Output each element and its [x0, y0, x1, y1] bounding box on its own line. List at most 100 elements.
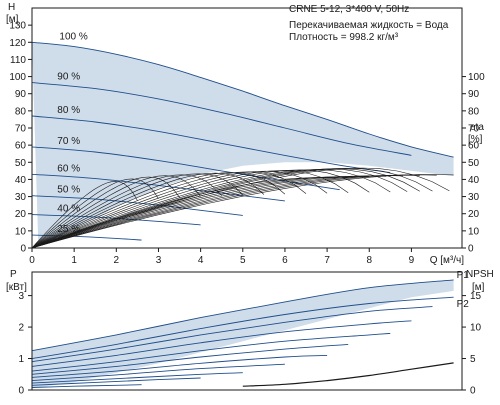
- q-tick-label: 6: [282, 255, 288, 266]
- speed-label-4: 60 %: [57, 163, 80, 174]
- h-tick-label: 70: [15, 124, 27, 135]
- eta-tick-label: 10: [468, 226, 480, 237]
- q-axis-label: Q [м³/ч]: [430, 255, 465, 266]
- q-tick-label: 9: [409, 255, 415, 266]
- h-axis-label: H: [8, 2, 15, 13]
- p-tick-label: 3: [18, 291, 24, 302]
- eta-curve-12: [31, 174, 222, 249]
- qh-curve-4: [31, 173, 285, 202]
- h-tick-label: 110: [10, 55, 26, 66]
- npsh-tick-label: 15: [470, 291, 482, 302]
- eta-curve-13: [31, 175, 201, 249]
- h-tick-label: 90: [15, 89, 27, 100]
- q-tick-label: 4: [198, 255, 204, 266]
- power-curve-3: [31, 320, 412, 367]
- p-axis-unit: [кВт]: [6, 282, 27, 293]
- h-tick-label: 120: [9, 38, 26, 49]
- eta-tick-label: 20: [468, 209, 480, 220]
- eta-curve-alt-5: [31, 176, 370, 249]
- q-tick-label: 7: [324, 255, 330, 266]
- power-curve-4: [31, 332, 391, 372]
- eta-axis-label: eta: [470, 122, 484, 133]
- q-tick-label: 8: [366, 255, 372, 266]
- eta-curve-alt-1: [31, 174, 437, 249]
- q-tick-label: 1: [71, 255, 77, 266]
- npsh-axis-unit: [м]: [472, 282, 485, 293]
- density-annotation: Плотность = 998.2 кг/м³: [289, 32, 399, 43]
- eta-tick-label: 30: [468, 192, 480, 203]
- speed-label-2: 80 %: [57, 105, 80, 116]
- h-tick-label: 60: [15, 141, 27, 152]
- eta-axis-unit: [%]: [468, 134, 483, 145]
- power-curve-0: [31, 279, 454, 352]
- p-tick-label: 1: [18, 354, 24, 365]
- q-tick-label: 0: [29, 255, 35, 266]
- qh-curve-3: [31, 146, 340, 191]
- eta-curve-8: [31, 171, 307, 249]
- power-curve-5: [31, 343, 349, 375]
- speed-label-7: 25 %: [57, 224, 80, 235]
- h-tick-label: 130: [9, 21, 26, 32]
- q-tick-label: 3: [156, 255, 162, 266]
- eta-curve-14: [31, 176, 180, 249]
- power-curve-7: [31, 363, 285, 382]
- p-tick-label: 0: [18, 386, 24, 397]
- eta-curve-15: [31, 178, 159, 249]
- eta-curve-alt-2: [31, 174, 420, 249]
- eta-tick-label: 40: [468, 175, 480, 186]
- power-curve-6: [31, 354, 328, 378]
- h-tick-label: 30: [15, 192, 27, 203]
- npsh-tick-label: 0: [470, 386, 476, 397]
- qh-curve-2: [31, 115, 391, 174]
- npsh-axis-label: NPSH: [466, 269, 494, 280]
- h-tick-label: 10: [15, 226, 27, 237]
- eta-curve-alt-7: [31, 177, 336, 249]
- h-tick-label: 20: [15, 209, 27, 220]
- speed-label-5: 50 %: [57, 185, 80, 196]
- h-axis-unit: [м]: [6, 14, 19, 25]
- power-curve-2: [31, 306, 433, 363]
- operating-area-bottom: [32, 279, 454, 389]
- eta-tick-label: 0: [468, 244, 474, 255]
- p1-label: P1: [457, 270, 470, 281]
- power-curve-1: [31, 296, 454, 359]
- eta-curve-3: [31, 168, 408, 249]
- power-curve-9: [31, 377, 201, 386]
- npsh-tick-label: 10: [470, 323, 482, 334]
- p-tick-label: 2: [18, 323, 24, 334]
- bottom-plot-frame: [31, 271, 463, 391]
- operating-area-top: [32, 42, 454, 245]
- h-tick-label: 0: [20, 244, 26, 255]
- eta-curve-9: [31, 172, 286, 249]
- speed-label-6: 40 %: [57, 204, 80, 215]
- h-tick-label: 100: [9, 72, 26, 83]
- q-tick-label: 5: [240, 255, 246, 266]
- eta-curve-7: [31, 170, 328, 249]
- qh-curve-0: [31, 41, 454, 158]
- h-tick-label: 50: [15, 158, 27, 169]
- eta-tick-label: 70: [468, 124, 480, 135]
- eta-tick-label: 50: [468, 158, 480, 169]
- eta-tick-label: 90: [468, 89, 480, 100]
- eta-curve-5: [31, 169, 370, 249]
- eta-curve-16: [31, 181, 138, 249]
- speed-label-1: 90 %: [57, 72, 80, 83]
- npsh-tick-label: 5: [470, 354, 476, 365]
- qh-curve-1: [31, 82, 412, 156]
- h-tick-label: 40: [15, 175, 27, 186]
- p2-label: P2: [457, 299, 470, 310]
- speed-label-0: 100 %: [59, 31, 87, 42]
- eta-curve-4: [31, 169, 391, 249]
- eta-curve-11: [31, 173, 244, 249]
- eta-curve-10: [31, 172, 265, 249]
- power-curve-8: [31, 372, 243, 384]
- eta-tick-label: 60: [468, 141, 480, 152]
- chart-title: CRNE 5-12, 3*400 V, 50Hz: [289, 4, 409, 15]
- h-tick-label: 80: [15, 106, 27, 117]
- eta-tick-label: 100: [468, 72, 485, 83]
- npsh-curve: [242, 362, 454, 387]
- eta-tick-label: 80: [468, 106, 480, 117]
- q-tick-label: 2: [114, 255, 120, 266]
